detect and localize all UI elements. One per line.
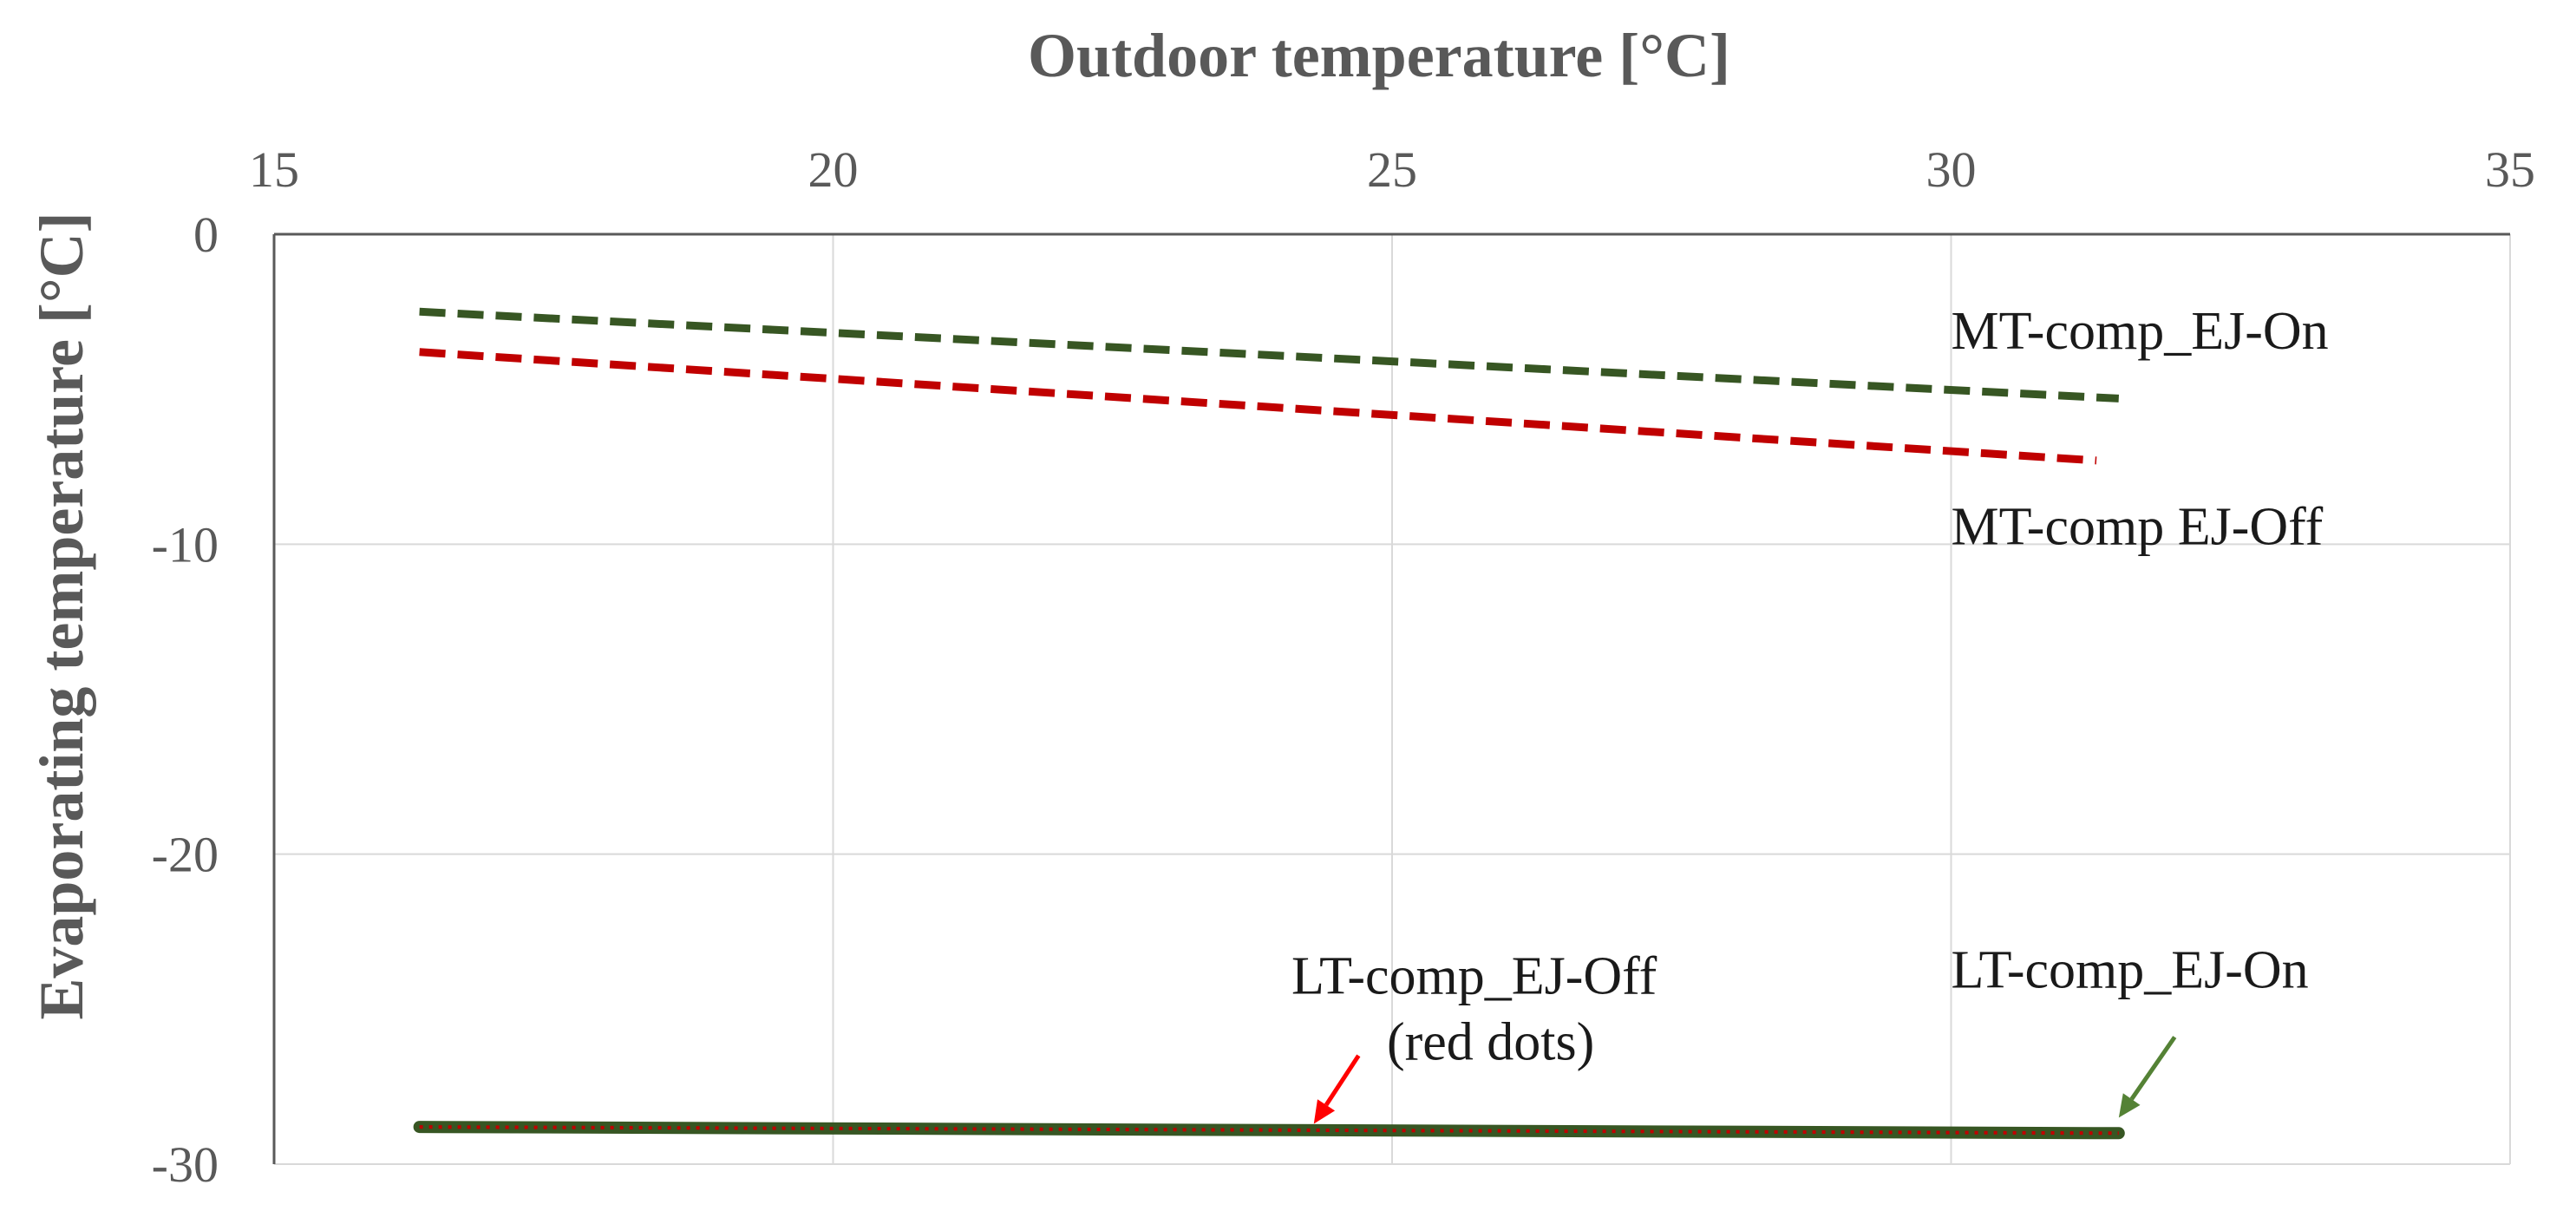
x-tick-label: 25 [1367,141,1417,198]
series-line-lt-comp-ej-off [419,1125,2119,1136]
y-tick-label: -30 [152,1136,219,1193]
annotation-line: MT-comp_EJ-On [1952,302,2329,361]
arrows [1313,1036,2177,1124]
y-tick-label: 0 [193,206,219,263]
arrow-head-lt-off [1313,1099,1336,1124]
series-line-mt-comp-ej-off [419,348,2097,465]
arrow-shaft-lt-on [2129,1036,2177,1101]
y-axis-title: Evaporating temperature [°C] [27,212,96,1019]
x-tick-label: 15 [249,141,299,198]
annotation-line: LT-comp_EJ-Off [1291,946,1657,1005]
y-tick-label: -20 [152,827,219,883]
series-line-mt-comp-ej-on [419,307,2120,403]
x-tick-label: 20 [808,141,859,198]
annotation-mt-on: MT-comp_EJ-On [1952,302,2329,361]
axes [272,232,2510,1164]
annotation-line: MT-comp EJ-Off [1952,497,2324,556]
x-tick-label: 35 [2485,141,2535,198]
annotation-mt-off: MT-comp EJ-Off [1952,497,2324,556]
series-group [413,307,2125,1140]
annotation-line: LT-comp_EJ-On [1952,940,2309,999]
annotation-lt-on: LT-comp_EJ-On [1952,940,2309,999]
y-tick-label: -10 [152,516,219,573]
annotation-lt-off: LT-comp_EJ-Off (red dots) [1291,946,1657,1071]
x-tick-label: 30 [1926,141,1977,198]
annotation-line: (red dots) [1387,1012,1594,1071]
labels: 15 20 25 30 35 0 -10 -20 -30 MT-comp_EJ-On MT-comp… [152,141,2535,1193]
arrow-shaft-lt-off [1324,1054,1361,1107]
x-axis-title: Outdoor temperature [°C] [1028,21,1730,90]
arrow-head-lt-on [2118,1093,2141,1118]
